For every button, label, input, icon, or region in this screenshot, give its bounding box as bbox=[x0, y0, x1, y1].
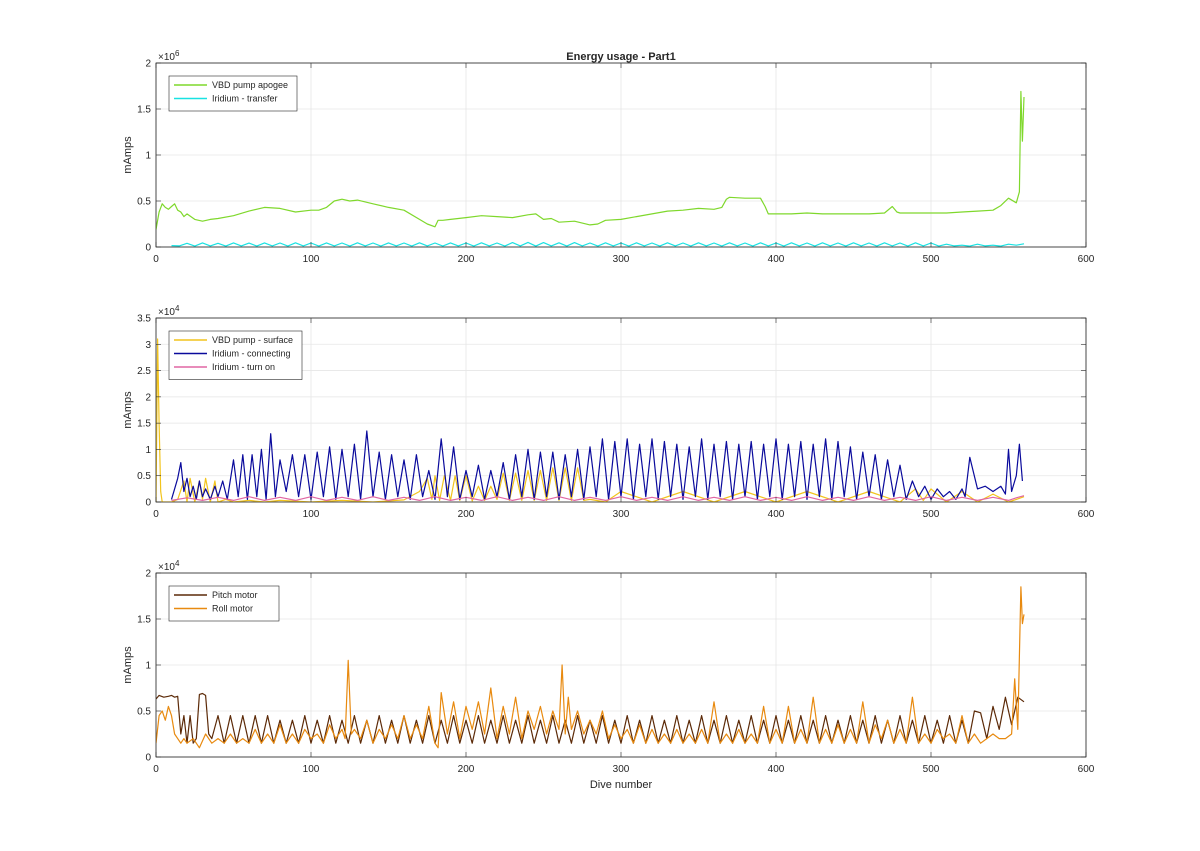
x-tick-label: 0 bbox=[153, 764, 159, 775]
x-tick-label: 200 bbox=[458, 764, 475, 775]
legend: Pitch motor Roll motor bbox=[168, 585, 280, 622]
x-tick-label: 400 bbox=[768, 509, 785, 520]
y-tick-label: 2 bbox=[145, 59, 151, 70]
legend-entry-vbd-pump-surface: VBD pump - surface bbox=[212, 335, 293, 345]
legend-box bbox=[168, 75, 298, 112]
y-tick-label: 0 bbox=[145, 243, 151, 254]
figure-title: Energy usage - Part1 bbox=[566, 51, 675, 63]
legend-entry-iridium-connecting: Iridium - connecting bbox=[212, 349, 291, 359]
legend-box bbox=[168, 330, 303, 380]
legend: VBD pump apogee Iridium - transfer bbox=[168, 75, 298, 112]
x-tick-label: 0 bbox=[153, 254, 159, 265]
x-tick-label: 500 bbox=[923, 254, 940, 265]
y-tick-label: 1.5 bbox=[137, 615, 151, 626]
axes-container: 0 100 200 300 400 500 60000.511.52×106mAmpsVBD… bbox=[122, 49, 1095, 775]
axes-2: 0 100 200 300 400 500 600 0 0.5 1 1.5 2 2.5 3 3.5 ×104 m… bbox=[122, 304, 1095, 520]
x-tick-label: 600 bbox=[1078, 509, 1095, 520]
series-line-vbd-pump-apogee bbox=[156, 90, 1025, 230]
legend-entry-vbd-pump-apogee: VBD pump apogee bbox=[212, 80, 288, 90]
y-tick-label: 0 bbox=[145, 498, 151, 509]
y-tick-label: 0 bbox=[145, 753, 151, 764]
axes-1: 0 100 200 300 400 500 600 0 0.5 1 1.5 2 ×106 mAmps VBD… bbox=[122, 49, 1095, 265]
y-tick-label: 1 bbox=[145, 151, 151, 162]
y-axis-label: mAmps bbox=[122, 646, 134, 684]
x-tick-label: 200 bbox=[458, 254, 475, 265]
y-tick-label: 0.5 bbox=[137, 197, 151, 208]
x-tick-label: 500 bbox=[923, 509, 940, 520]
x-tick-label: 300 bbox=[613, 764, 630, 775]
x-tick-label: 500 bbox=[923, 764, 940, 775]
y-tick-label: 3.5 bbox=[137, 314, 151, 325]
x-tick-label: 0 bbox=[153, 509, 159, 520]
x-tick-label: 300 bbox=[613, 509, 630, 520]
y-tick-label: 1 bbox=[145, 661, 151, 672]
y-exponent-label: ×104 bbox=[158, 559, 180, 573]
y-exponent-label: ×104 bbox=[158, 304, 180, 318]
series-line-iridium-connecting bbox=[170, 430, 1023, 500]
y-tick-label: 2 bbox=[145, 569, 151, 580]
x-tick-label: 400 bbox=[768, 254, 785, 265]
series-group bbox=[156, 90, 1025, 247]
series-line-iridium-transfer bbox=[171, 241, 1025, 247]
x-tick-label: 600 bbox=[1078, 764, 1095, 775]
legend-box bbox=[168, 585, 280, 622]
series-group bbox=[156, 338, 1025, 502]
legend: VBD pump - surface Iridium - connecting Ir… bbox=[168, 330, 303, 380]
y-tick-label: 2.5 bbox=[137, 366, 151, 377]
x-tick-label: 200 bbox=[458, 509, 475, 520]
y-tick-label: 1.5 bbox=[137, 419, 151, 430]
series-line-iridium-turn-on bbox=[171, 495, 1025, 501]
y-tick-label: 2 bbox=[145, 392, 151, 403]
y-tick-label: 1.5 bbox=[137, 105, 151, 116]
legend-entry-iridium-turn-on: Iridium - turn on bbox=[212, 362, 275, 372]
legend-entry-pitch-motor: Pitch motor bbox=[212, 590, 258, 600]
y-tick-label: 3 bbox=[145, 340, 151, 351]
x-tick-label: 400 bbox=[768, 764, 785, 775]
series-line-pitch-motor bbox=[156, 692, 1025, 744]
y-exponent-label: ×106 bbox=[158, 49, 180, 63]
x-tick-label: 100 bbox=[303, 254, 320, 265]
y-axis-label: mAmps bbox=[122, 136, 134, 174]
y-tick-label: 1 bbox=[145, 445, 151, 456]
series-line-roll-motor bbox=[156, 586, 1025, 749]
x-tick-label: 300 bbox=[613, 254, 630, 265]
series-group bbox=[156, 586, 1025, 749]
y-tick-label: 0.5 bbox=[137, 707, 151, 718]
legend-entry-roll-motor: Roll motor bbox=[212, 604, 253, 614]
y-axis-label: mAmps bbox=[122, 391, 134, 429]
x-tick-label: 600 bbox=[1078, 254, 1095, 265]
x-tick-label: 100 bbox=[303, 764, 320, 775]
legend-entry-iridium-transfer: Iridium - transfer bbox=[212, 94, 278, 104]
x-axis-label: Dive number bbox=[590, 779, 653, 791]
x-tick-label: 100 bbox=[303, 509, 320, 520]
axes-3: 0 100 200 300 400 500 600 0 0.5 1 1.5 2 ×104 mAmps Pit… bbox=[122, 559, 1095, 775]
y-tick-label: 0.5 bbox=[137, 471, 151, 482]
